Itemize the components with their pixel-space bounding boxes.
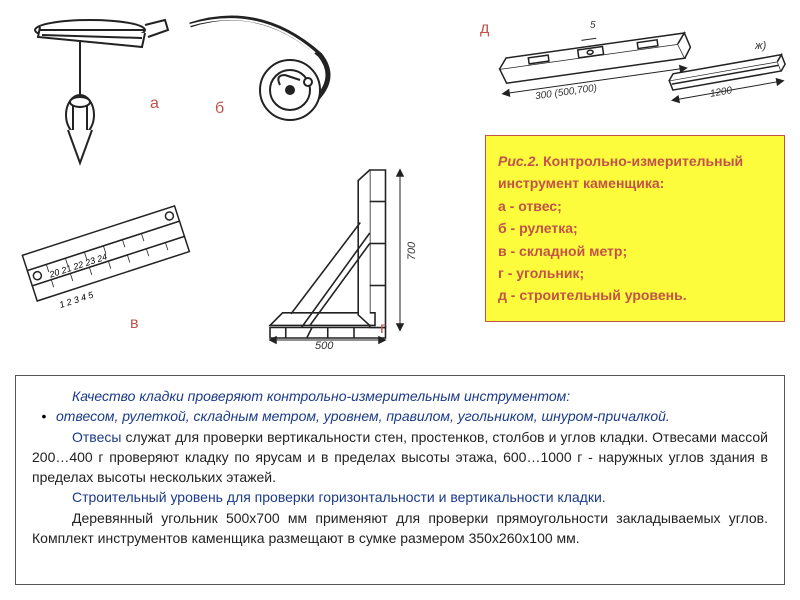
figure-d-level: 300 (500,700) 1200 5 ж) [495,15,790,115]
figure-a-plumb [20,5,180,175]
dim-g-height: 700 [406,242,418,260]
bullet-marker: • [32,406,56,426]
legend-item: д - строительный уровень. [498,284,772,306]
legend-item: б - рулетка; [498,217,772,239]
label-a: а [150,95,159,113]
legend-item: г - угольник; [498,262,772,284]
body-bullet: отвесом, рулеткой, складным метром, уров… [56,406,768,426]
body-text-box: Качество кладки проверяют контрольно-изм… [15,375,785,585]
label-d: д [480,20,489,38]
legend-box: Рис.2. Контрольно-измерительный инструме… [485,135,785,322]
figures-area: а б [0,0,800,360]
body-blue2: Строительный уровень для проверки горизо… [32,487,768,507]
body-para2: Деревянный угольник 500x700 мм применяют… [32,508,768,549]
legend-title-line: Рис.2. Контрольно-измерительный инструме… [498,150,772,195]
dim-d-top: 5 [590,20,596,31]
figure-g-square: 500 700 [225,165,425,355]
dim-g-width: 500 [315,340,333,352]
label-v: в [130,315,139,333]
body-para1: Отвесы служат для проверки вертикальност… [32,427,768,488]
figure-v-folding-ruler: 1 2 3 4 5 20 21 22 23 24 [15,190,205,310]
dim-d-zh: ж) [755,40,766,52]
body-para1-blue: Отвесы [72,429,125,445]
figure-b-tape [180,10,350,130]
legend-item: а - отвес; [498,195,772,217]
body-lead: Качество кладки проверяют контрольно-изм… [32,386,768,406]
label-b: б [215,100,224,118]
legend-item: в - складной метр; [498,240,772,262]
label-g: г [380,320,386,338]
legend-fig-number: Рис.2. [498,153,539,169]
